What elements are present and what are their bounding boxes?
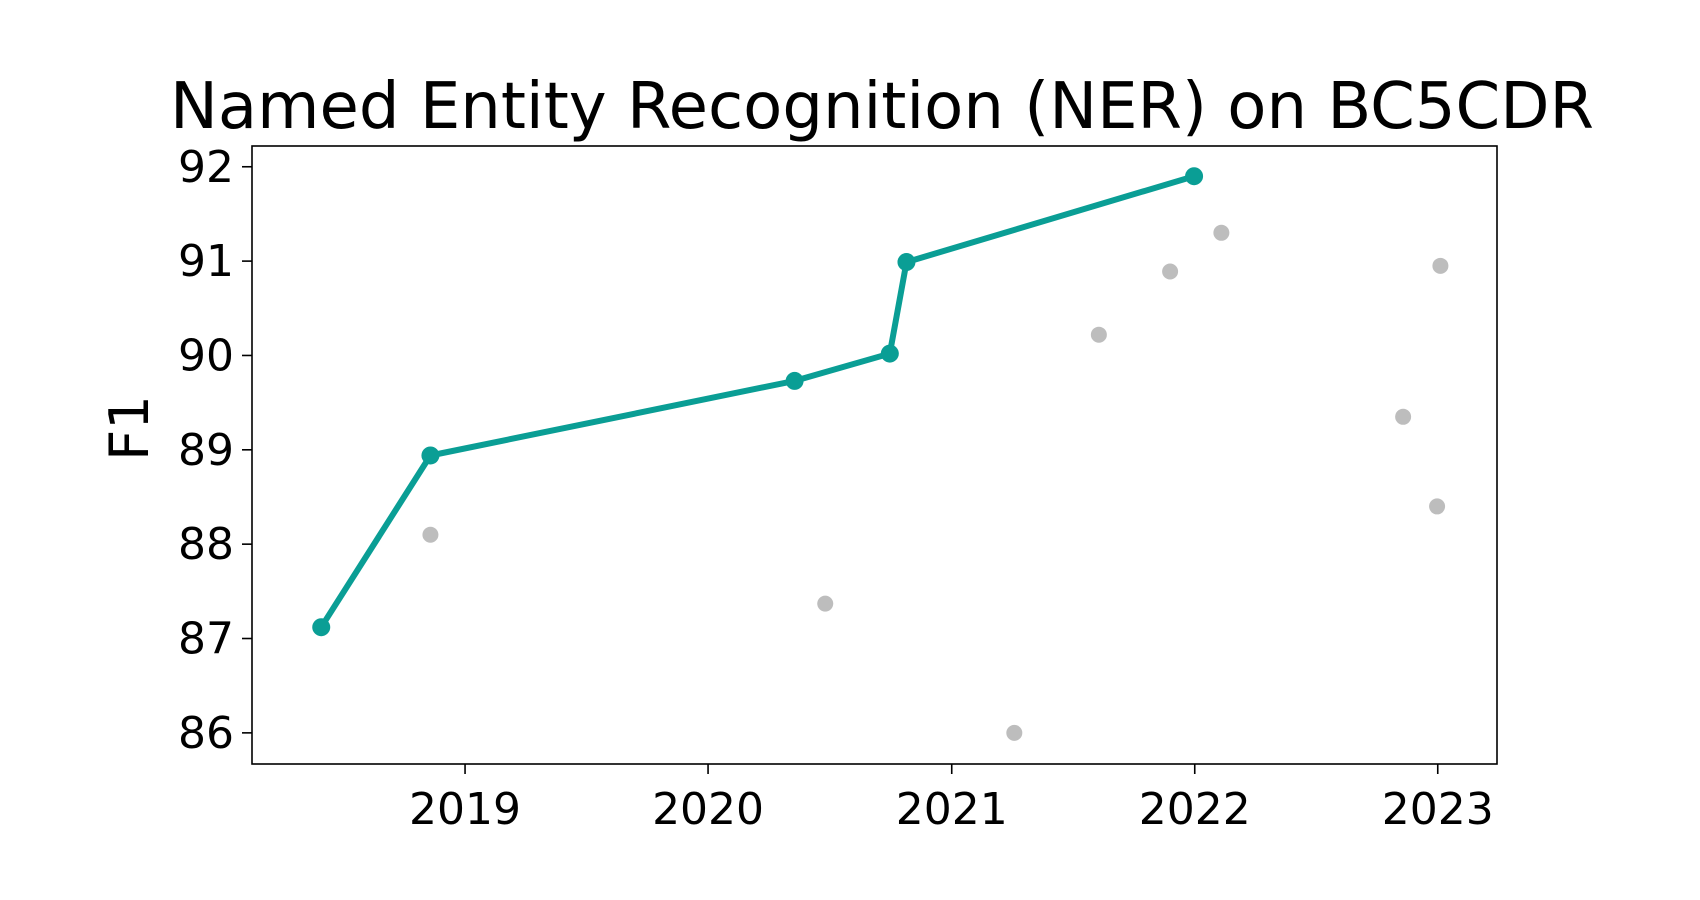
y-tick-label: 90 [178, 330, 234, 381]
other-point [1429, 498, 1446, 515]
y-tick-label: 86 [178, 708, 234, 759]
x-tick-label: 2020 [652, 784, 764, 835]
x-tick-label: 2023 [1382, 784, 1494, 835]
sota-point [312, 618, 331, 637]
other-point [422, 526, 439, 543]
y-tick-label: 87 [178, 614, 234, 665]
x-axis: 2019 2020 2021 2022 2023 [409, 764, 1494, 835]
x-tick-label: 2022 [1139, 784, 1251, 835]
sota-point [1185, 167, 1204, 186]
other-point [1432, 257, 1449, 274]
y-axis-label: F1 [98, 395, 161, 460]
other-point [1162, 263, 1179, 280]
y-axis: 86 87 88 89 90 91 92 [178, 142, 252, 759]
y-tick-label: 91 [178, 236, 234, 287]
y-tick-label: 92 [178, 142, 234, 193]
sota-point [421, 446, 440, 465]
sota-point [897, 253, 916, 272]
other-point [1090, 326, 1107, 343]
other-point [1006, 724, 1023, 741]
other-point [817, 595, 834, 612]
sota-points [312, 167, 1204, 637]
x-tick-label: 2021 [896, 784, 1008, 835]
sota-line [318, 173, 1195, 629]
y-tick-label: 88 [178, 519, 234, 570]
plot-frame [251, 145, 1498, 765]
chart-title: Named Entity Recognition (NER) on BC5CDR [170, 70, 1594, 144]
sota-point [880, 344, 899, 363]
other-point [1213, 224, 1230, 241]
other-points [422, 224, 1449, 741]
y-tick-label: 89 [178, 425, 234, 476]
x-tick-label: 2019 [409, 784, 521, 835]
sota-point [785, 371, 804, 390]
other-point [1395, 408, 1412, 425]
